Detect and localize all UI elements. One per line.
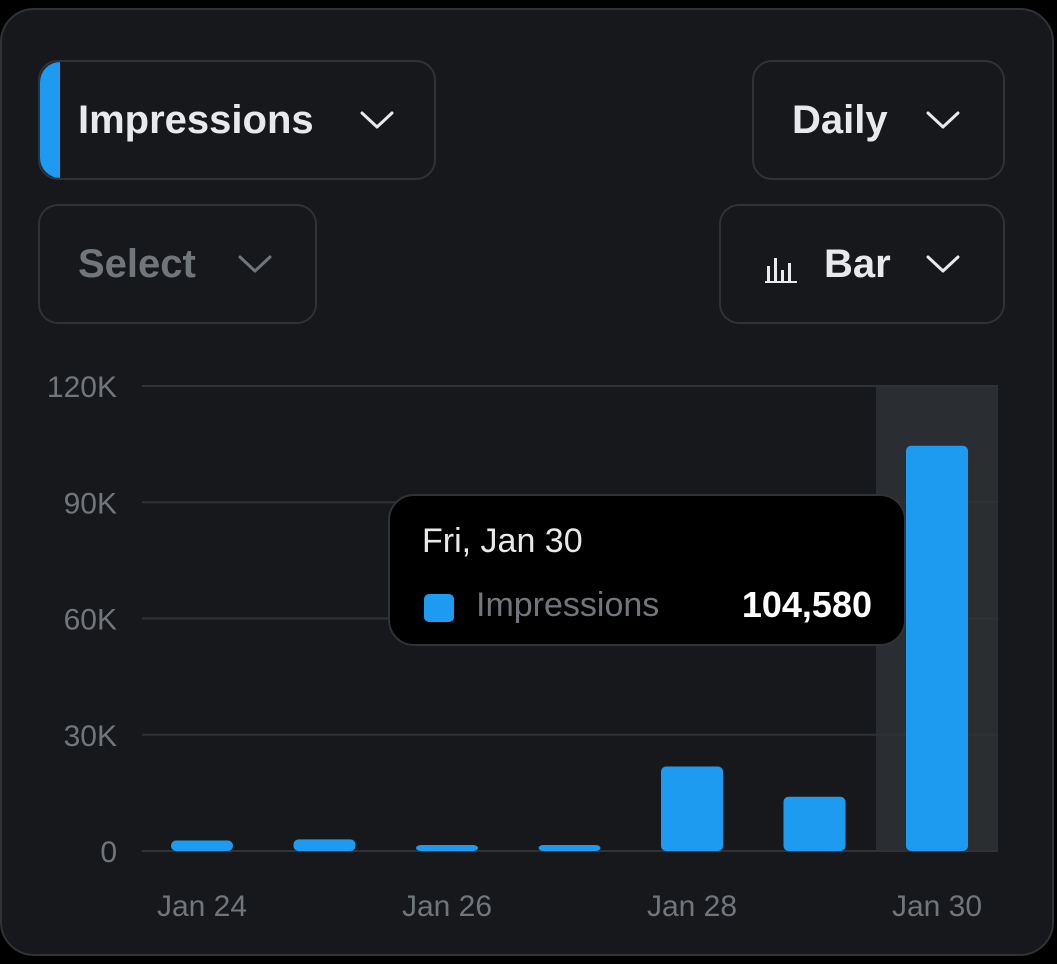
bar[interactable] (171, 840, 233, 851)
bar[interactable] (293, 839, 356, 851)
tooltip-series-name: Impressions (476, 586, 660, 624)
chart-type-label: Bar (824, 241, 891, 286)
metric-dropdown-label: Impressions (78, 97, 314, 142)
y-tick-label: 30K (64, 720, 117, 753)
interval-dropdown[interactable]: Daily (752, 60, 1005, 180)
x-tick-label: Jan 26 (402, 890, 492, 923)
tooltip-value: 104,580 (741, 584, 872, 625)
tooltip-date: Fri, Jan 30 (422, 522, 583, 560)
x-tick-label: Jan 24 (157, 890, 247, 923)
y-tick-label: 60K (64, 604, 117, 637)
interval-dropdown-label: Daily (792, 97, 888, 142)
bar[interactable] (661, 766, 723, 851)
chevron-down-icon (360, 110, 394, 130)
impressions-bar-chart[interactable]: 0 30K 60K 90K 120K Jan 24 Jan 26 Jan 28 Jan 30 (2, 10, 1054, 956)
metric-dropdown[interactable]: Impressions (38, 60, 436, 180)
chevron-down-icon (238, 254, 272, 274)
chevron-down-icon (926, 110, 960, 130)
analytics-card: Impressions Daily Select Bar (0, 8, 1054, 956)
chevron-down-icon (926, 254, 960, 274)
metric-accent-bar (40, 62, 60, 178)
bar-chart-icon (765, 249, 797, 283)
bar[interactable] (783, 796, 846, 851)
bar[interactable] (416, 845, 478, 851)
chart-type-dropdown[interactable]: Bar (719, 204, 1005, 324)
compare-dropdown-placeholder: Select (78, 241, 196, 286)
x-tick-label: Jan 30 (892, 890, 982, 923)
chart-tooltip: Fri, Jan 30 Impressions 104,580 (388, 494, 906, 646)
y-tick-label: 90K (64, 487, 117, 520)
compare-metric-dropdown[interactable]: Select (38, 204, 317, 324)
bar[interactable] (906, 445, 968, 851)
y-tick-label: 0 (100, 836, 117, 869)
y-tick-label: 120K (47, 371, 117, 404)
x-tick-label: Jan 28 (647, 890, 737, 923)
tooltip-series-swatch (424, 594, 454, 622)
bar[interactable] (538, 845, 601, 851)
